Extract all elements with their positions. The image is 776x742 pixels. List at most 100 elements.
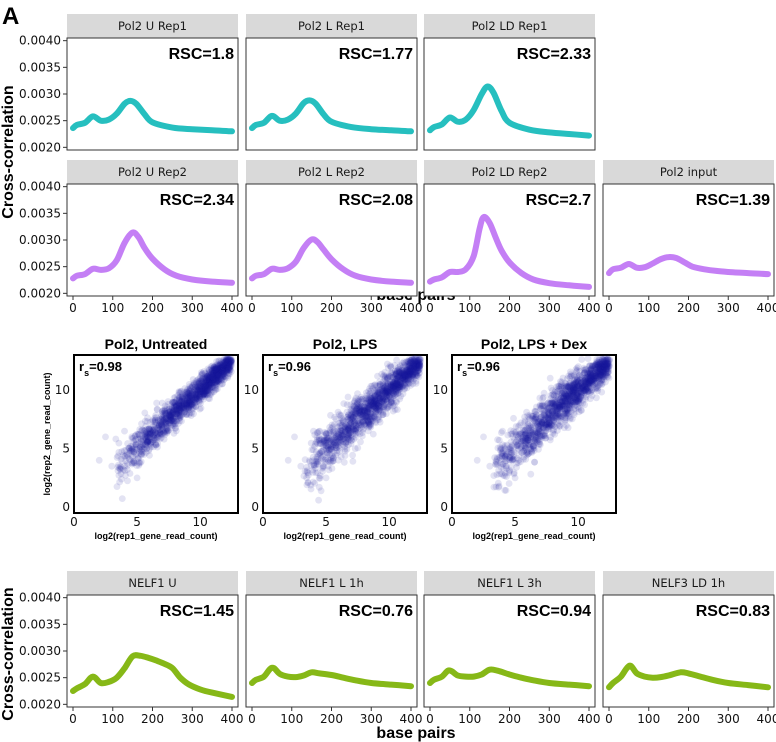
scatter-point [173,408,181,415]
scatter-point [217,365,225,373]
scatter-point [201,374,209,382]
scatter-point [194,379,202,387]
scatter-point [347,401,354,409]
scatter-point [204,365,212,373]
scatter-point [213,364,221,372]
scatter-point [147,443,155,451]
scatter-point [167,412,175,419]
scatter-point [165,419,173,427]
scatter-point [182,398,190,406]
scatter-point [124,477,131,485]
scatter-point [224,363,232,371]
scatter-point [118,457,126,465]
scatter-point [170,394,178,402]
scatter-point [175,412,182,420]
scatter-point [189,376,197,383]
x-tick-label: 400 [400,301,423,315]
scatter-point [525,424,532,432]
x-tick-label: 400 [757,712,776,726]
scatter-point [115,472,123,479]
scatter-point [203,372,210,380]
scatter-point [215,376,223,384]
scatter-point [212,368,220,376]
x-tick-label: 200 [677,301,700,315]
scatter-point [143,436,150,443]
scatter-point [177,412,185,419]
scatter-point [205,380,213,388]
scatter-point [175,409,183,416]
scatter-point [215,364,222,371]
scatter-point [137,427,145,435]
x-tick-label: 200 [677,712,700,726]
scatter-point [189,390,196,398]
scatter-point [389,381,397,389]
scatter-point [497,455,505,463]
scatter-point [217,375,225,382]
scatter-point [161,405,169,413]
panel-strip [603,160,774,184]
scatter-point [213,371,221,379]
x-tick-label: 200 [320,301,343,315]
scatter-point [300,472,308,480]
scatter-point [142,449,150,456]
scatter-point [220,366,227,374]
scatter-point [154,430,162,438]
scatter-point [147,429,155,437]
scatter-point [112,435,120,443]
scatter-point [224,374,232,381]
scatter-point [136,443,144,451]
scatter-point [210,372,218,380]
scatter-point [146,437,153,445]
scatter-point [193,385,200,393]
scatter-point [183,401,191,408]
scatter-point [160,414,168,422]
scatter-point [196,387,204,394]
cc-series-line [427,666,592,690]
scatter-point [223,367,231,374]
scatter-point [540,410,548,418]
scatter-point [184,405,192,412]
scatter-point [211,375,219,382]
scatter-point [166,415,174,423]
scatter-point [207,365,215,372]
scatter-point [144,414,151,422]
scatter-point [199,378,206,385]
scatter-point [117,470,125,477]
scatter-point [162,416,170,423]
scatter-point [197,396,205,403]
scatter-point [135,442,143,450]
scatter-point [126,447,134,455]
scatter-point [138,420,145,428]
scatter-title: Pol2, LPS + Dex [481,336,587,352]
scatter-point [213,364,220,372]
y-tick-label: 0.0030 [19,233,61,247]
scatter-point [201,382,208,390]
scatter-point [146,433,154,441]
scatter-point [228,368,235,375]
scatter-point [164,398,172,405]
scatter-point [141,443,148,451]
scatter-point [212,373,220,381]
scatter-point [191,394,199,402]
scatter-point [508,454,515,461]
scatter-point [171,400,179,408]
scatter-point [131,459,138,467]
scatter-point [215,368,223,376]
scatter-point [196,377,204,385]
scatter-point [128,435,136,442]
scatter-point [167,413,175,421]
scatter-point [202,384,209,392]
scatter-point [176,414,184,421]
scatter-point [174,411,182,418]
scatter-point [178,402,185,410]
scatter-point [206,372,214,380]
scatter-point [213,363,221,371]
scatter-point [186,399,194,407]
scatter-point [146,427,154,434]
scatter-point [221,373,228,381]
x-tick-label: 10 [382,515,397,529]
scatter-point [196,393,204,400]
scatter-point [201,381,209,389]
scatter-point [217,364,225,371]
scatter-point [212,365,220,373]
